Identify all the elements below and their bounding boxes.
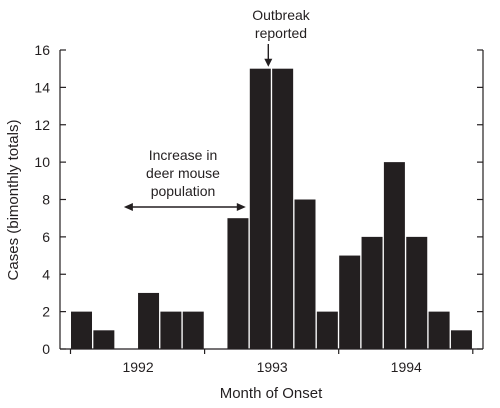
outbreak-arrow-head (264, 58, 273, 67)
right-axis-ticks (477, 49, 483, 350)
bar (428, 311, 450, 349)
y-tick-label: 10 (34, 154, 50, 170)
bar (383, 162, 405, 349)
increase-annotation: Increase in deer mouse population (123, 147, 246, 211)
bar (71, 311, 92, 349)
bar (316, 311, 338, 349)
increase-label-line-2: deer mouse (146, 165, 220, 181)
bar (160, 311, 182, 349)
y-tick-label: 12 (34, 117, 50, 133)
x-axis-ticks (69, 349, 474, 354)
bar (294, 199, 316, 349)
y-axis-ticks: 0 2 4 6 8 10 12 14 16 (34, 42, 66, 357)
y-tick-label: 0 (42, 341, 50, 357)
bar (272, 68, 294, 349)
year-label: 1993 (257, 359, 288, 375)
y-tick-label: 14 (34, 79, 50, 95)
year-label: 1992 (122, 359, 153, 375)
increase-arrow-left-head (123, 203, 133, 211)
y-tick-label: 6 (42, 229, 50, 245)
bar (450, 330, 472, 349)
outbreak-label-line-2: reported (255, 25, 307, 41)
bar (93, 330, 115, 349)
y-tick-label: 4 (42, 266, 50, 282)
bar (249, 68, 271, 349)
y-tick-label: 8 (42, 192, 50, 208)
y-axis-title: Cases (bimonthly totals) (5, 120, 22, 281)
x-axis-title: Month of Onset (220, 385, 323, 402)
increase-label-line-1: Increase in (149, 147, 217, 163)
outbreak-annotation: Outbreak reported (252, 7, 311, 67)
bars (71, 68, 472, 349)
outbreak-label-line-1: Outbreak (252, 7, 311, 23)
bar (406, 236, 428, 349)
y-tick-label: 2 (42, 304, 50, 320)
increase-arrow-right-head (236, 203, 246, 211)
bar (227, 218, 249, 349)
bar (361, 236, 383, 349)
year-labels: 1992 1993 1994 (122, 359, 422, 375)
y-tick-label: 16 (34, 42, 50, 58)
year-label: 1994 (391, 359, 422, 375)
bar (138, 292, 160, 349)
bar (339, 255, 361, 349)
bar (182, 311, 204, 349)
increase-label-line-3: population (151, 183, 216, 199)
